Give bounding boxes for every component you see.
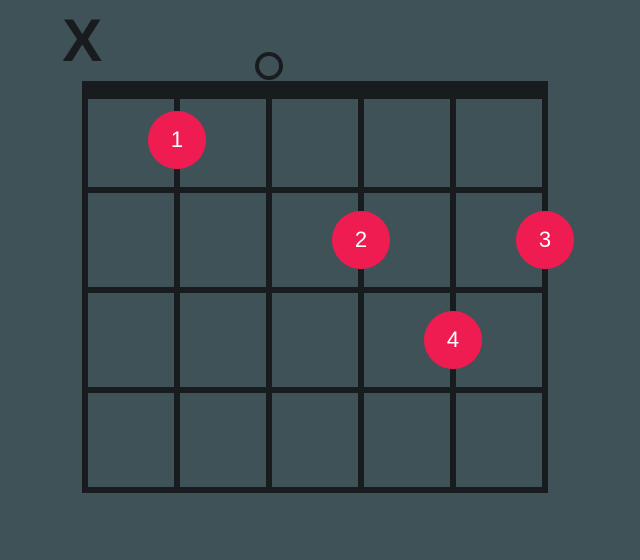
string-line <box>450 81 456 493</box>
string-line <box>542 81 548 493</box>
fret-line <box>82 387 548 393</box>
finger-label: 4 <box>447 327 459 353</box>
fret-line <box>82 487 548 493</box>
finger-label: 2 <box>355 227 367 253</box>
finger-dot: 3 <box>516 211 574 269</box>
finger-label: 3 <box>539 227 551 253</box>
finger-dot: 1 <box>148 111 206 169</box>
finger-dot: 2 <box>332 211 390 269</box>
fret-line <box>82 287 548 293</box>
finger-label: 1 <box>171 127 183 153</box>
nut <box>82 81 548 99</box>
mute-marker: X <box>62 11 102 71</box>
fret-line <box>82 187 548 193</box>
string-line <box>358 81 364 493</box>
string-line <box>82 81 88 493</box>
string-line <box>266 81 272 493</box>
open-marker <box>255 52 283 80</box>
finger-dot: 4 <box>424 311 482 369</box>
